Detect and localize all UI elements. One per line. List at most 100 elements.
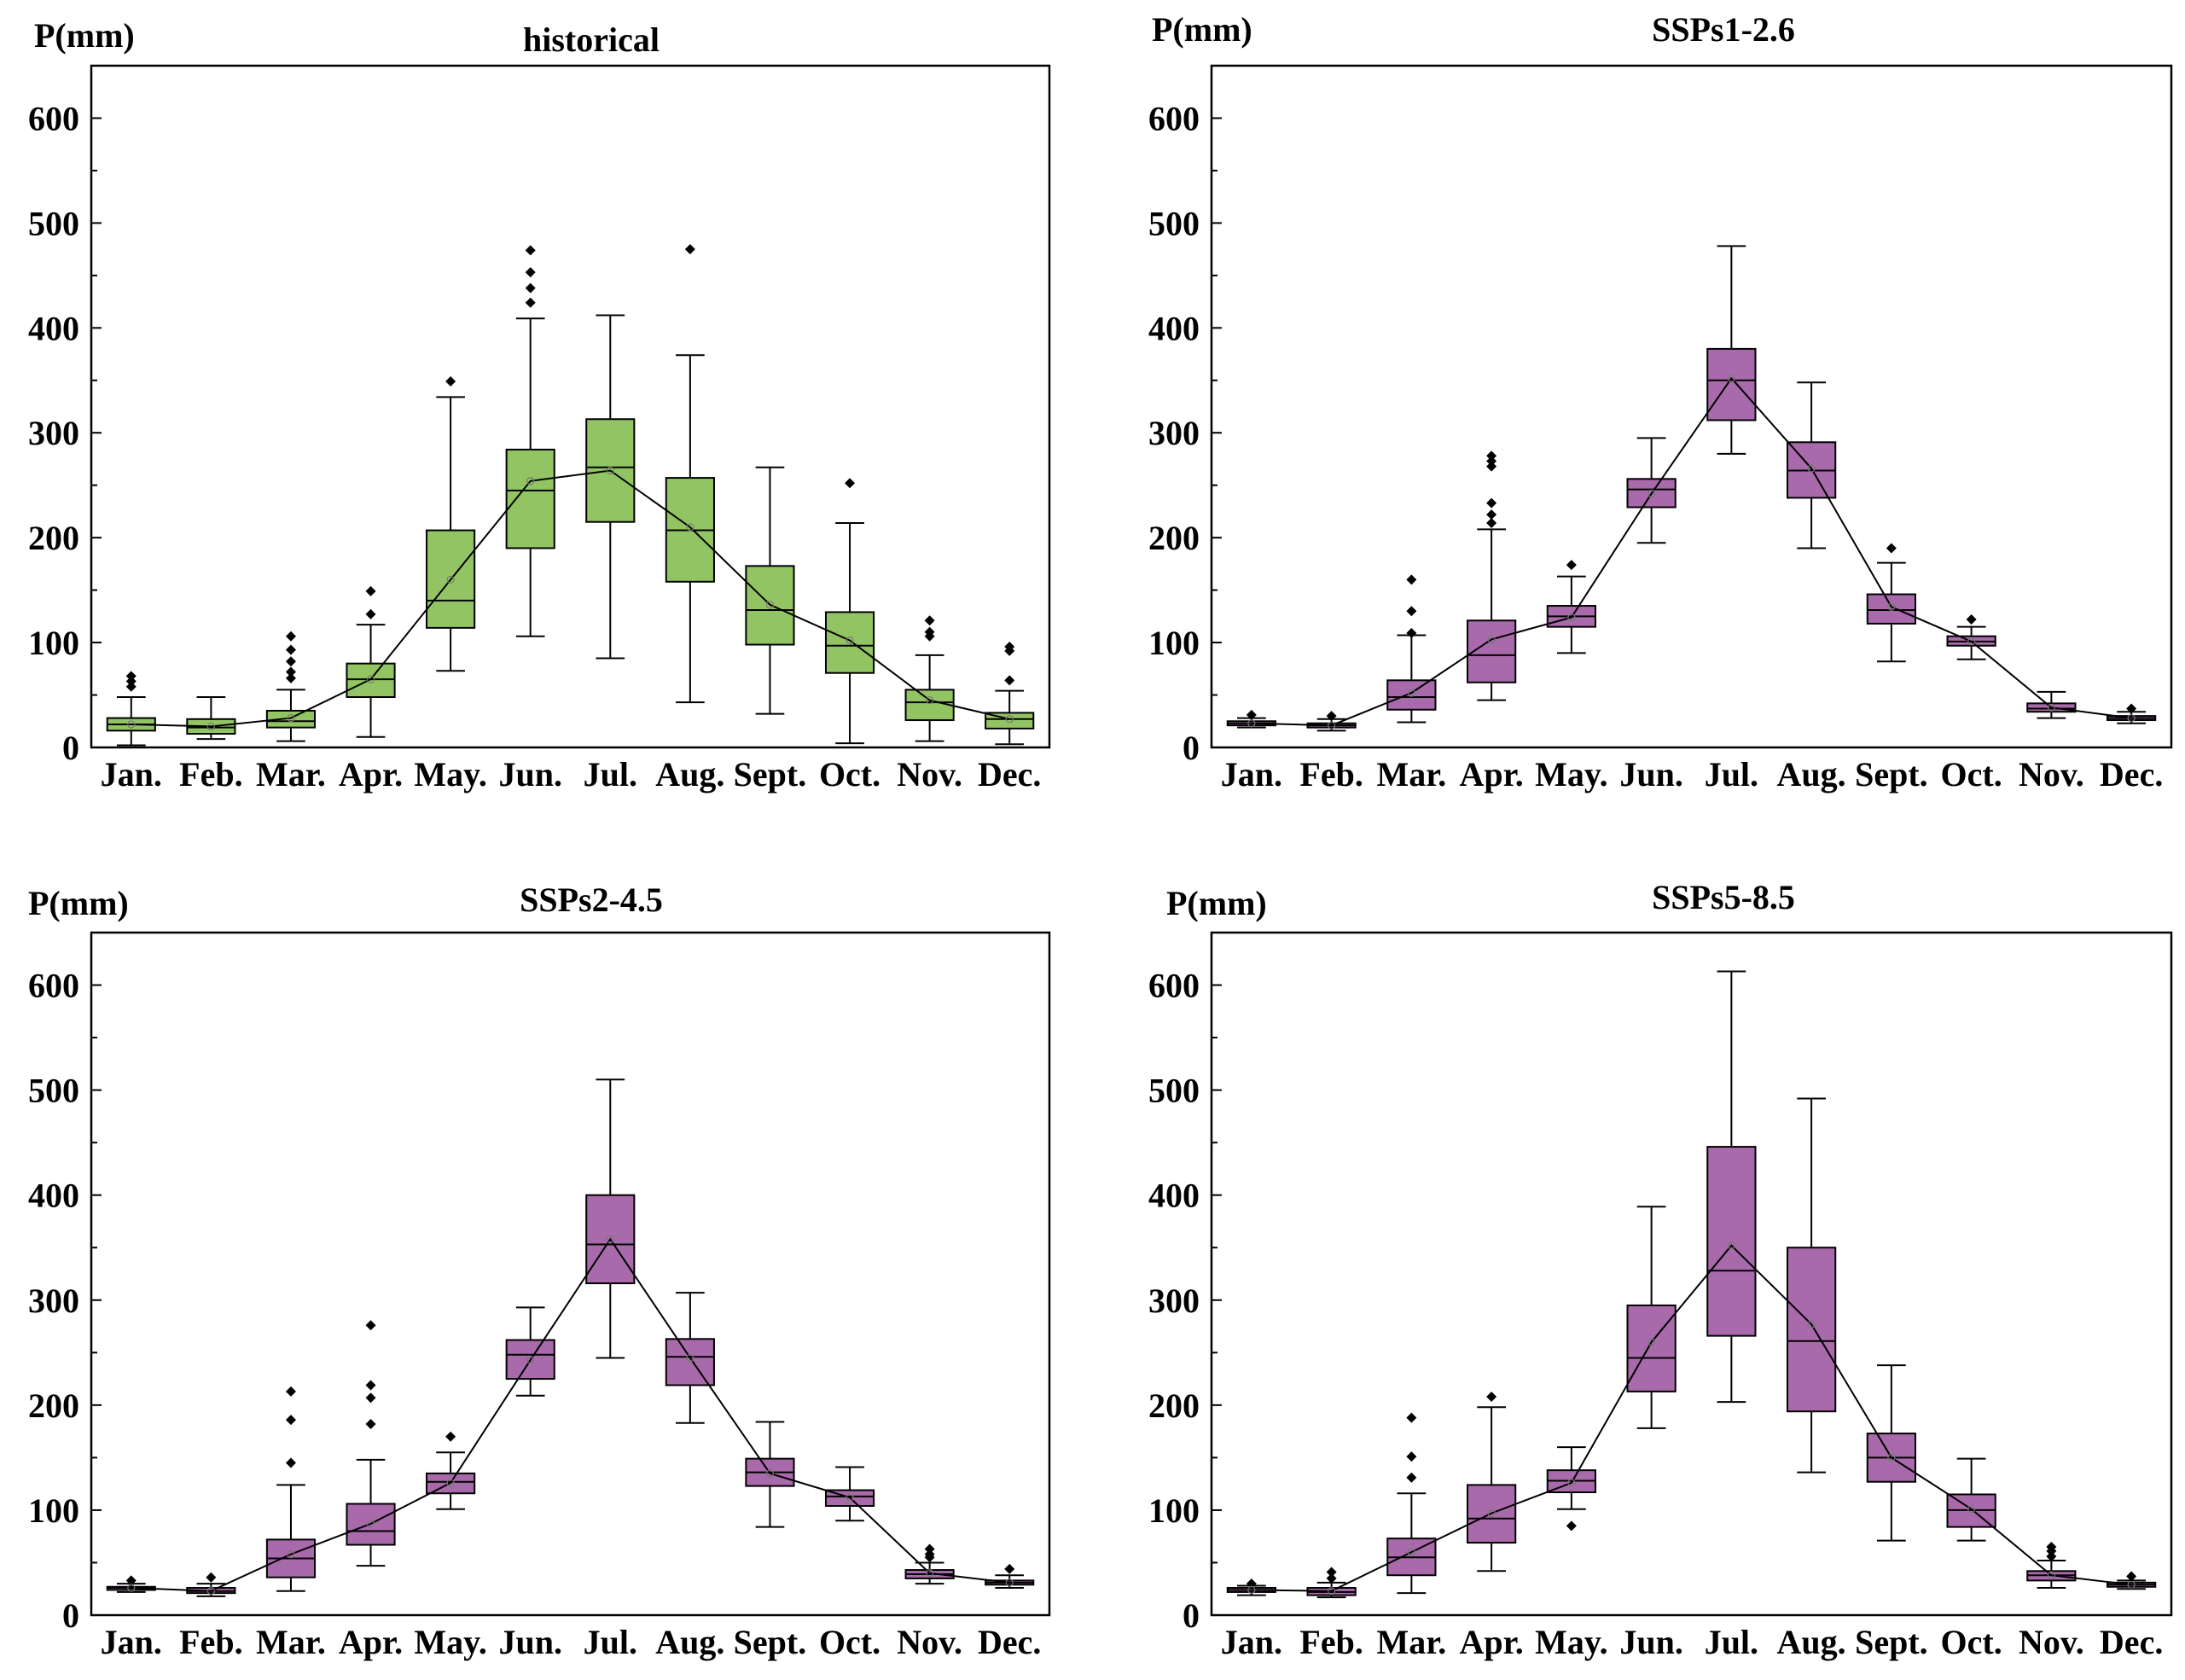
mean-point: [1647, 1338, 1656, 1346]
mean-point: [606, 466, 614, 475]
y-tick-label: 100: [28, 1491, 79, 1530]
x-tick-label: Feb.: [179, 755, 242, 793]
outlier-point: [924, 1549, 935, 1560]
outlier-point: [365, 1380, 376, 1391]
mean-point: [1328, 721, 1336, 730]
mean-point: [446, 575, 455, 584]
outlier-point: [525, 282, 536, 294]
mean-point: [846, 637, 854, 645]
mean-point: [2047, 1571, 2055, 1579]
box: [1386, 679, 1437, 711]
y-tick-label: 600: [1148, 99, 1200, 137]
mean-line: [1251, 1244, 2132, 1592]
outlier-point: [1004, 675, 1015, 686]
outlier-point: [1406, 1472, 1417, 1483]
y-tick-label: 400: [28, 309, 79, 347]
outlier-point: [2046, 1542, 2057, 1552]
x-tick-label: Sept.: [1855, 1623, 1928, 1661]
x-tick-label: May.: [1535, 755, 1608, 793]
outlier-point: [365, 1320, 376, 1331]
mean-point: [1567, 613, 1576, 622]
y-tick-label: 0: [1183, 1596, 1200, 1635]
mean-point: [765, 601, 775, 609]
mean-point: [846, 1493, 854, 1502]
y-tick-label: 200: [28, 519, 79, 557]
x-tick-label: Sept.: [734, 755, 807, 793]
chart-title: SSPs5-8.5: [1652, 878, 1795, 916]
x-tick-label: Mar.: [256, 1623, 326, 1661]
y-axis-label: P(mm): [1152, 10, 1252, 49]
y-tick-label: 400: [28, 1177, 79, 1215]
outlier-point: [845, 478, 856, 489]
chart-title: historical: [523, 20, 660, 59]
x-tick-label: Nov.: [2019, 1623, 2084, 1661]
outlier-point: [1486, 497, 1497, 509]
x-tick-label: Dec.: [2100, 1623, 2163, 1661]
outlier-point: [206, 1572, 217, 1583]
y-tick-label: 500: [28, 204, 79, 242]
box: [1706, 347, 1757, 421]
outlier-point: [125, 1575, 137, 1586]
outlier-point: [285, 666, 296, 677]
mean-point: [446, 1479, 455, 1487]
mean-point: [765, 1469, 775, 1478]
mean-point: [1407, 689, 1415, 697]
outlier-point: [1406, 574, 1417, 585]
mean-point: [366, 1520, 375, 1528]
outlier-point: [1004, 641, 1015, 652]
x-tick-label: Oct.: [1941, 1623, 2002, 1661]
mean-point: [206, 722, 215, 731]
y-tick-label: 0: [1183, 729, 1200, 767]
outlier-point: [1246, 709, 1257, 720]
outlier-point: [1326, 1572, 1337, 1584]
mean-point: [1005, 1578, 1014, 1587]
box: [665, 1338, 715, 1386]
y-tick-label: 600: [1148, 967, 1200, 1005]
x-tick-label: Jun.: [1619, 1623, 1683, 1661]
mean-point: [1487, 635, 1496, 643]
x-tick-label: Feb.: [1299, 1623, 1363, 1661]
outlier-point: [445, 375, 456, 387]
x-tick-label: Jan.: [1221, 1623, 1282, 1661]
mean-line: [1251, 376, 2132, 727]
x-tick-label: Aug.: [655, 1623, 724, 1661]
outlier-point: [525, 297, 536, 308]
outlier-point: [1406, 606, 1417, 617]
box: [904, 689, 955, 722]
x-tick-label: Feb.: [179, 1623, 242, 1661]
y-axis-label: P(mm): [1166, 884, 1267, 922]
outlier-point: [285, 1386, 296, 1397]
x-tick-label: Nov.: [897, 1623, 962, 1661]
panel-ssp245: P(mm) SSPs2-4.5 0 100 200 300 400 500 600 Jan. F…: [28, 881, 1051, 1661]
x-tick-label: Dec.: [978, 755, 1041, 793]
mean-point: [686, 523, 694, 532]
y-tick-label: 400: [1148, 309, 1200, 347]
outlier-point: [445, 1431, 456, 1442]
mean-point: [1967, 637, 1976, 646]
outlier-point: [125, 676, 137, 687]
mean-point: [526, 1356, 535, 1364]
x-tick-label: May.: [414, 755, 487, 793]
outlier-point: [924, 626, 935, 637]
box: [1626, 1304, 1677, 1392]
mean-point: [1328, 1587, 1336, 1596]
x-tick-label: Aug.: [1777, 1623, 1846, 1661]
mean-point: [926, 696, 934, 705]
box: [1787, 1247, 1837, 1413]
mean-point: [526, 477, 535, 485]
outlier-point: [365, 608, 376, 619]
outlier-point: [285, 1415, 296, 1426]
outlier-point: [1966, 614, 1977, 625]
mean-point: [127, 720, 136, 729]
outlier-point: [125, 681, 137, 692]
x-tick-label: Jan.: [1221, 755, 1282, 793]
y-tick-label: 0: [62, 729, 79, 767]
mean-point: [1887, 602, 1896, 611]
mean-point: [287, 1550, 295, 1559]
x-tick-label: Apr.: [339, 1623, 403, 1661]
x-tick-label: Oct.: [819, 1623, 880, 1661]
outlier-point: [1566, 560, 1577, 571]
y-tick-label: 400: [1148, 1177, 1200, 1215]
mean-point: [287, 713, 295, 723]
x-tick-label: Apr.: [339, 755, 403, 793]
